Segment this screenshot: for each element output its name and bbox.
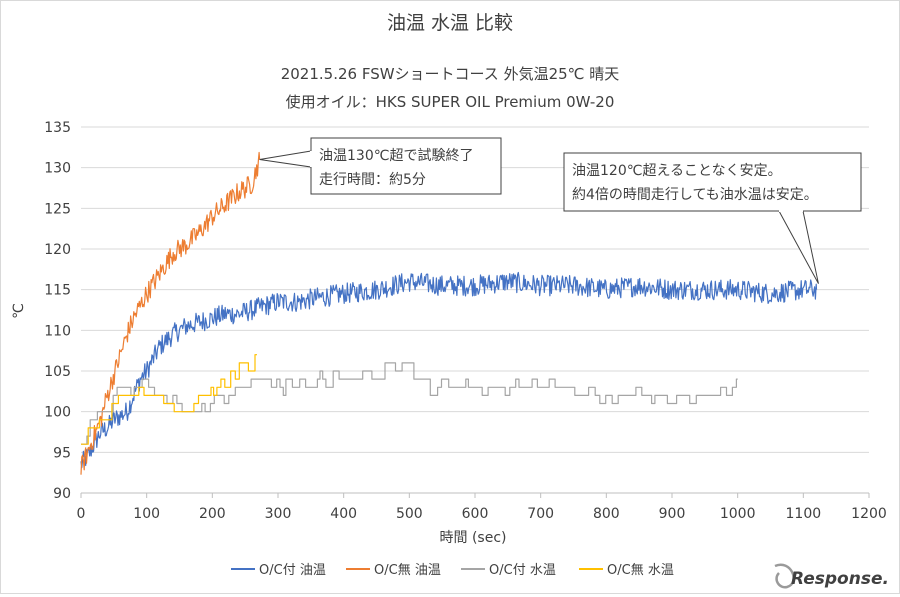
watermark-swirl <box>774 563 795 589</box>
chart-subtitle-1: 2021.5.26 FSWショートコース 外気温25℃ 晴天 <box>281 65 620 83</box>
x-tick-label: 100 <box>133 506 160 522</box>
watermark-text: Response. <box>791 569 889 589</box>
x-tick-label: 900 <box>659 506 686 522</box>
x-tick-label: 400 <box>330 506 357 522</box>
x-tick-label: 1000 <box>720 506 756 522</box>
y-tick-label: 105 <box>44 364 71 380</box>
series-line <box>80 151 261 475</box>
x-tick-label: 700 <box>527 506 554 522</box>
y-tick-label: 100 <box>44 405 71 421</box>
y-tick-label: 125 <box>44 201 71 217</box>
x-tick-label: 800 <box>593 506 620 522</box>
x-axis-label: 時間 (sec) <box>440 530 507 546</box>
y-tick-label: 120 <box>44 242 71 258</box>
x-tick-label: 300 <box>265 506 292 522</box>
series-line <box>80 271 818 469</box>
callout-pointer <box>778 210 819 284</box>
callout-box <box>563 152 862 212</box>
callout-text: 約4倍の時間走行しても油水温は安定。 <box>572 187 818 203</box>
series-line <box>81 354 257 445</box>
callout-text: 油温120℃超えることなく安定。 <box>572 163 782 179</box>
y-tick-label: 135 <box>44 120 71 136</box>
y-axis-label: ℃ <box>11 303 27 319</box>
x-tick-label: 500 <box>396 506 423 522</box>
y-tick-label: 90 <box>53 486 71 502</box>
chart-title: 油温 水温 比較 <box>387 12 513 34</box>
x-tick-label: 600 <box>462 506 489 522</box>
series-line <box>81 362 738 445</box>
legend-label: O/C付 油温 <box>259 563 326 578</box>
callout-pointer <box>259 150 312 168</box>
y-tick-label: 95 <box>53 445 71 461</box>
x-tick-label: 1200 <box>851 506 887 522</box>
y-tick-label: 115 <box>44 283 71 299</box>
y-tick-label: 130 <box>44 161 71 177</box>
legend-label: O/C無 水温 <box>607 563 674 578</box>
x-tick-label: 200 <box>199 506 226 522</box>
watermark-logo: Response. <box>774 563 889 589</box>
x-tick-label: 0 <box>77 506 86 522</box>
callout-text: 走行時間：約5分 <box>319 172 426 188</box>
chart-subtitle-2: 使用オイル：HKS SUPER OIL Premium 0W-20 <box>286 93 615 111</box>
callout-box <box>310 137 502 195</box>
y-tick-label: 110 <box>44 323 71 339</box>
callout-text: 油温130℃超で試験終了 <box>319 148 473 164</box>
legend-label: O/C付 水温 <box>489 563 556 578</box>
legend-label: O/C無 油温 <box>374 563 441 578</box>
x-tick-label: 1100 <box>786 506 822 522</box>
